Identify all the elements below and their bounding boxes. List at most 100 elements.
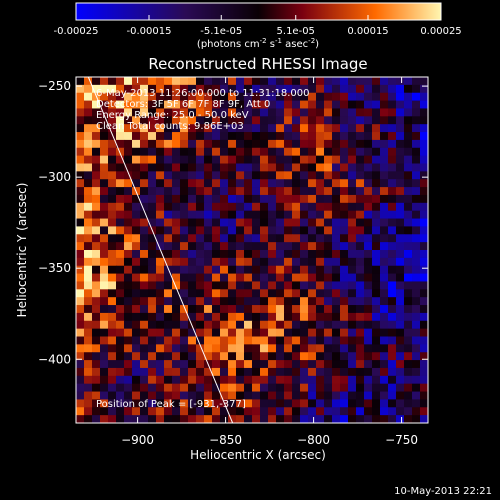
heatmap-cell (124, 265, 133, 274)
heatmap-cell (284, 289, 293, 298)
heatmap-cell (364, 312, 373, 322)
heatmap-cell (156, 92, 165, 101)
heatmap-cell (412, 336, 421, 345)
heatmap-cell (108, 132, 117, 141)
heatmap-cell (132, 218, 141, 227)
heatmap-cell (260, 328, 269, 337)
heatmap-cell (132, 139, 141, 149)
heatmap-cell (252, 84, 261, 94)
heatmap-cell (164, 194, 173, 204)
heatmap-cell (228, 391, 237, 400)
heatmap-cell (252, 194, 261, 204)
heatmap-cell (316, 367, 325, 377)
heatmap-cell (244, 116, 253, 125)
heatmap-cell (116, 305, 125, 314)
heatmap-cell (84, 383, 93, 392)
heatmap-cell (188, 250, 197, 259)
heatmap-cell (372, 139, 381, 149)
heatmap-cell (348, 399, 357, 408)
heatmap-cell (164, 124, 173, 133)
heatmap-cell (84, 139, 93, 149)
heatmap-cell (196, 383, 205, 392)
heatmap-cell (284, 218, 293, 227)
heatmap-cell (364, 147, 373, 157)
heatmap-cell (180, 132, 189, 141)
heatmap-cell (276, 234, 285, 243)
heatmap-cell (164, 360, 173, 369)
heatmap-cell (420, 163, 429, 172)
heatmap-cell (380, 155, 389, 164)
heatmap-cell (124, 375, 133, 385)
heatmap-cell (76, 265, 85, 274)
heatmap-cell (252, 257, 261, 267)
heatmap-cell (164, 116, 173, 125)
heatmap-cell (348, 407, 357, 416)
heatmap-cell (148, 100, 157, 109)
heatmap-cell (156, 124, 165, 133)
heatmap-cell (92, 194, 101, 204)
heatmap-cell (220, 163, 229, 172)
heatmap-cell (388, 367, 397, 377)
heatmap-cell (300, 155, 309, 164)
heatmap-cell (404, 163, 413, 172)
heatmap-cell (132, 305, 141, 314)
heatmap-cell (204, 108, 213, 117)
heatmap-cell (220, 77, 229, 86)
heatmap-cell (396, 171, 405, 180)
heatmap-cell (76, 171, 85, 180)
heatmap-cell (76, 100, 85, 109)
heatmap-cell (116, 116, 125, 125)
heatmap-cell (388, 265, 397, 274)
heatmap-cell (324, 336, 333, 345)
heatmap-cell (236, 407, 245, 416)
heatmap-cell (124, 415, 133, 424)
heatmap-cell (404, 155, 413, 164)
heatmap-cell (372, 297, 381, 306)
heatmap-cell (268, 312, 277, 322)
heatmap-cell (300, 257, 309, 267)
heatmap-cell (180, 187, 189, 196)
heatmap-cell (156, 415, 165, 424)
heatmap-cell (84, 187, 93, 196)
heatmap-cell (164, 218, 173, 227)
heatmap-cell (108, 218, 117, 227)
heatmap-cell (300, 92, 309, 101)
heatmap-cell (396, 77, 405, 86)
heatmap-cell (372, 100, 381, 109)
heatmap-cell (172, 194, 181, 204)
heatmap-cell (164, 202, 173, 212)
heatmap-cell (220, 352, 229, 361)
heatmap-cell (92, 242, 101, 251)
heatmap-cell (164, 210, 173, 219)
heatmap-cell (180, 344, 189, 353)
heatmap-cell (188, 383, 197, 392)
heatmap-cell (124, 336, 133, 345)
heatmap-cell (316, 375, 325, 385)
heatmap-cell (404, 124, 413, 133)
heatmap-cell (412, 92, 421, 101)
heatmap-cell (116, 257, 125, 267)
heatmap-cell (276, 399, 285, 408)
heatmap-cell (348, 210, 357, 219)
heatmap-cell (148, 375, 157, 385)
heatmap-cell (92, 202, 101, 212)
heatmap-cell (204, 399, 213, 408)
heatmap-cell (108, 289, 117, 298)
heatmap-cell (228, 352, 237, 361)
heatmap-cell (100, 132, 109, 141)
heatmap-cell (300, 77, 309, 86)
heatmap-cell (164, 312, 173, 322)
heatmap-cell (228, 375, 237, 385)
heatmap-cell (92, 375, 101, 385)
heatmap-cell (84, 210, 93, 219)
heatmap-cell (388, 415, 397, 424)
heatmap-cell (92, 312, 101, 322)
heatmap-cell (140, 147, 149, 157)
heatmap-cell (196, 297, 205, 306)
heatmap-cell (228, 202, 237, 212)
heatmap-cell (116, 407, 125, 416)
heatmap-cell (140, 367, 149, 377)
heatmap-cell (268, 124, 277, 133)
heatmap-cell (164, 344, 173, 353)
heatmap-cell (308, 375, 317, 385)
